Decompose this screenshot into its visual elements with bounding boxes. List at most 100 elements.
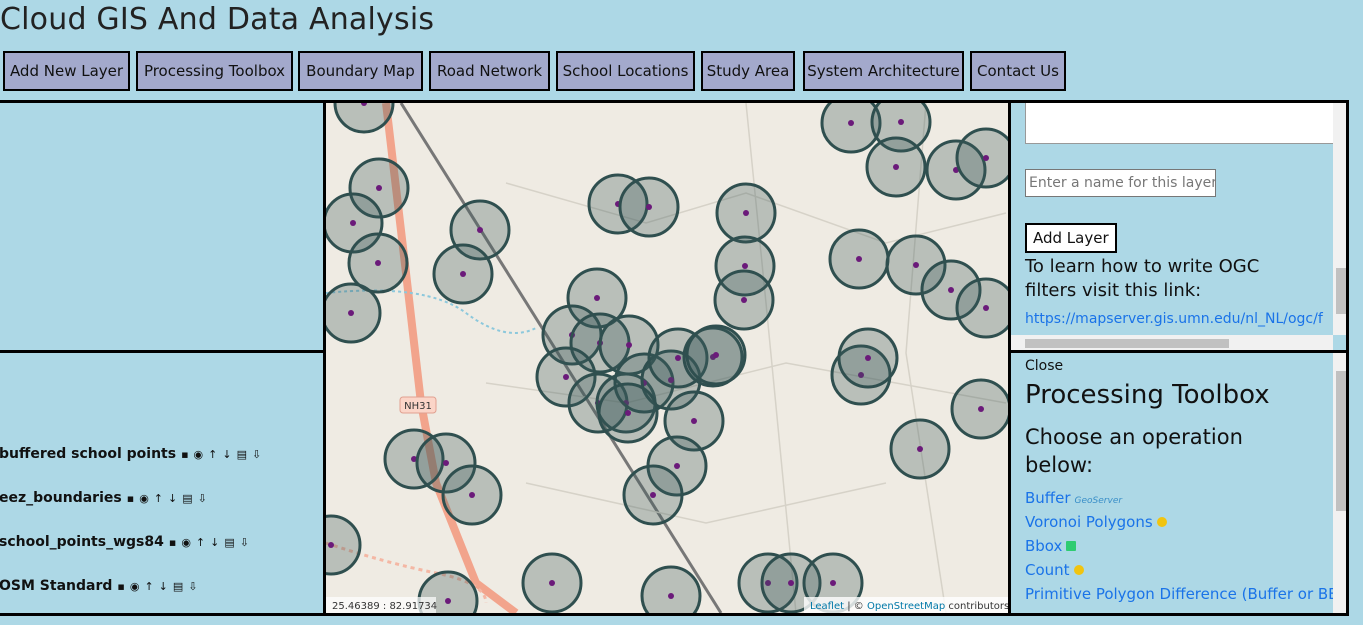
school-point[interactable] [549, 580, 555, 586]
school-point[interactable] [328, 542, 334, 548]
map[interactable]: NH31 25.46389 : 82.91734 Leaflet | © Ope… [323, 100, 1011, 616]
nav-button[interactable]: Add New Layer [3, 51, 130, 91]
school-point[interactable] [913, 262, 919, 268]
school-point[interactable] [646, 204, 652, 210]
road-shield [399, 396, 437, 414]
school-point[interactable] [625, 410, 631, 416]
layer-control[interactable]: ↑ [195, 536, 206, 549]
school-point[interactable] [668, 593, 674, 599]
operation-link[interactable]: Voronoi Polygons [1025, 513, 1167, 531]
layer-control[interactable]: ⇩ [251, 448, 262, 461]
ogc-link[interactable]: https://mapserver.gis.umn.edu/nl_NL/ogc/… [1025, 311, 1323, 327]
school-point[interactable] [477, 227, 483, 233]
layer-control[interactable]: ▤ [182, 492, 193, 505]
v-scrollbar[interactable] [1333, 353, 1346, 613]
school-point[interactable] [713, 352, 719, 358]
school-point[interactable] [675, 355, 681, 361]
school-point[interactable] [375, 260, 381, 266]
nav-button[interactable]: Contact Us [970, 51, 1066, 91]
layer-control[interactable]: ⇩ [239, 536, 249, 549]
layer-control[interactable]: ↑ [208, 448, 218, 461]
layer-control[interactable]: ↓ [158, 580, 168, 593]
buffer-circle[interactable] [640, 565, 702, 613]
osm-link[interactable]: OpenStreetMap [867, 601, 945, 612]
school-point[interactable] [917, 446, 923, 452]
buffer-circle[interactable] [955, 127, 1008, 189]
school-point[interactable] [898, 119, 904, 125]
buffer-circle[interactable] [820, 103, 882, 154]
school-point[interactable] [350, 220, 356, 226]
operation-link[interactable]: Buffer GeoServer [1025, 489, 1122, 507]
school-point[interactable] [893, 164, 899, 170]
layer-control[interactable]: ↓ [222, 448, 232, 461]
school-point[interactable] [376, 185, 382, 191]
school-point[interactable] [563, 374, 569, 380]
school-point[interactable] [469, 492, 475, 498]
school-point[interactable] [691, 418, 697, 424]
layer-name-input[interactable]: Enter a name for this layer [1025, 169, 1216, 197]
layer-control[interactable]: ↓ [210, 536, 220, 549]
school-point[interactable] [668, 377, 674, 383]
layer-control[interactable]: ▤ [224, 536, 235, 549]
v-scrollbar[interactable] [1333, 103, 1346, 335]
layer-control[interactable]: ◉ [193, 448, 204, 461]
layer-control[interactable]: ▪ [117, 580, 125, 593]
nav-button[interactable]: Boundary Map [298, 51, 423, 91]
nav-button[interactable]: Road Network [429, 51, 550, 91]
school-point[interactable] [650, 492, 656, 498]
filter-textarea[interactable] [1025, 103, 1337, 144]
highway [382, 103, 519, 613]
school-point[interactable] [741, 297, 747, 303]
nav-button[interactable]: School Locations [556, 51, 695, 91]
nav-button[interactable]: Study Area [701, 51, 795, 91]
layer-control[interactable]: ▪ [168, 536, 177, 549]
nav-button[interactable]: System Architecture [803, 51, 964, 91]
operation-link[interactable]: Primitive Polygon Difference (Buffer or … [1025, 585, 1346, 603]
school-point[interactable] [983, 305, 989, 311]
school-point[interactable] [948, 287, 954, 293]
layer-control[interactable]: ↑ [144, 580, 154, 593]
school-point[interactable] [765, 580, 771, 586]
school-point[interactable] [830, 580, 836, 586]
add-layer-button[interactable]: Add Layer [1025, 223, 1117, 253]
school-point[interactable] [411, 456, 417, 462]
buffer-circle[interactable] [955, 277, 1008, 339]
operation-link[interactable]: Bbox [1025, 537, 1077, 555]
layer-control[interactable]: ⇩ [197, 492, 207, 505]
operation-name: Voronoi Polygons [1025, 513, 1153, 531]
school-point[interactable] [742, 263, 748, 269]
buffer-circle[interactable] [326, 514, 362, 576]
school-point[interactable] [445, 598, 451, 604]
layer-control[interactable]: ⇩ [188, 580, 198, 593]
layer-control[interactable]: ▪ [126, 492, 135, 505]
layer-control[interactable]: ▪ [181, 448, 189, 461]
school-point[interactable] [674, 463, 680, 469]
school-point[interactable] [460, 271, 466, 277]
school-point[interactable] [856, 256, 862, 262]
layer-control[interactable]: ◉ [181, 536, 191, 549]
school-point[interactable] [858, 372, 864, 378]
layer-control[interactable]: ◉ [139, 492, 149, 505]
school-point[interactable] [443, 460, 449, 466]
school-point[interactable] [348, 310, 354, 316]
school-point[interactable] [626, 342, 632, 348]
layer-control[interactable]: ↓ [168, 492, 178, 505]
layer-control[interactable]: ↑ [153, 492, 164, 505]
close-button[interactable]: Close [1025, 358, 1064, 374]
school-point[interactable] [594, 295, 600, 301]
layer-control[interactable]: ◉ [129, 580, 140, 593]
buffer-circle[interactable] [333, 103, 395, 134]
nav-button[interactable]: Processing Toolbox [136, 51, 293, 91]
leaflet-link[interactable]: Leaflet [810, 601, 844, 612]
layer-control[interactable]: ▤ [236, 448, 247, 461]
school-point[interactable] [788, 580, 794, 586]
school-point[interactable] [983, 155, 989, 161]
layer-control[interactable]: ▤ [172, 580, 184, 593]
operation-link[interactable]: Count [1025, 561, 1084, 579]
school-point[interactable] [865, 355, 871, 361]
school-point[interactable] [361, 103, 367, 106]
h-scrollbar[interactable] [1011, 335, 1333, 350]
school-point[interactable] [743, 210, 749, 216]
school-point[interactable] [848, 120, 854, 126]
school-point[interactable] [978, 406, 984, 412]
